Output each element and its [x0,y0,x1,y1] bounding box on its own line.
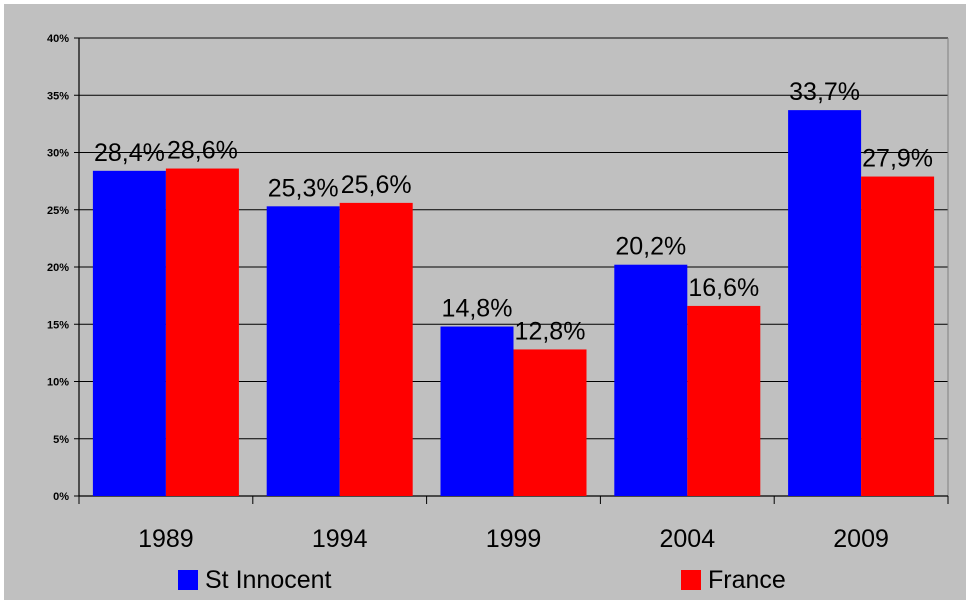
data-label: 12,8% [515,317,586,345]
data-labels: 28,4% 25,3% 14,8% 20,2% 33,7% 28,6% 25,6% 12,8%… [94,78,933,345]
bar [165,168,239,496]
bar [788,110,862,496]
bar [513,349,587,496]
y-tick-label: 40% [47,33,69,45]
y-tick-label: 20% [47,262,69,274]
bars [92,110,935,497]
data-label: 27,9% [862,145,933,173]
legend-label-st-innocent: St Innocent [205,565,332,594]
legend-label-france: France [708,565,786,594]
bar [266,206,340,496]
bar [687,305,761,496]
legend-item-st-innocent: St Innocent [178,566,331,594]
data-label: 25,6% [341,171,412,199]
data-label: 14,8% [442,295,513,323]
data-label: 28,4% [94,139,165,167]
bar [861,176,935,497]
y-tick-label: 0% [53,491,69,503]
y-tick-label: 15% [47,319,69,331]
data-label: 16,6% [688,274,759,302]
y-tick-label: 5% [53,434,69,446]
y-tick-label: 25% [47,205,69,217]
legend-swatch-st-innocent [178,570,198,590]
data-label: 25,3% [268,174,339,202]
data-label: 20,2% [615,233,686,261]
data-label: 33,7% [789,78,860,106]
bar [339,202,413,496]
x-tick-label: 1994 [312,525,368,553]
legend-swatch-france [681,570,701,590]
y-tick-label: 10% [47,377,69,389]
x-tick-label: 1999 [486,525,542,553]
data-label: 28,6% [167,137,238,165]
legend-item-france: France [681,566,786,594]
bar [92,170,166,496]
x-tick-label: 1989 [138,525,194,553]
bar [614,264,688,496]
x-tick-label: 2009 [833,525,889,553]
y-tick-label: 30% [47,148,69,160]
x-tick-label: 2004 [659,525,715,553]
y-tick-label: 35% [47,90,69,102]
bar [440,326,514,496]
